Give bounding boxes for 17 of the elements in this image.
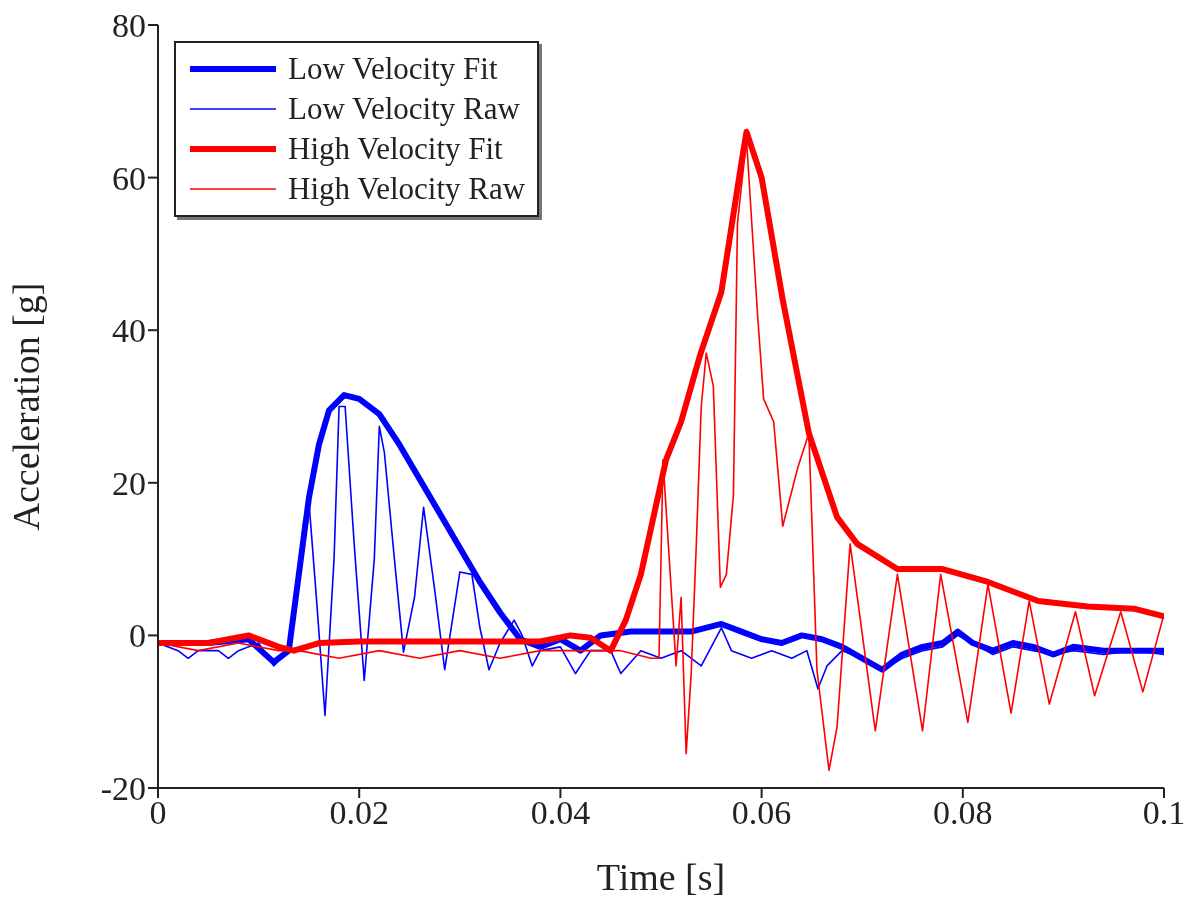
x-tick-label: 0.02 — [329, 794, 389, 832]
x-tick-label: 0.04 — [530, 794, 591, 832]
legend-label: High Velocity Raw — [288, 170, 526, 208]
y-tick-label: 20 — [112, 464, 146, 502]
x-axis-title: Time [s] — [596, 856, 726, 898]
legend-label: Low Velocity Raw — [288, 90, 520, 128]
legend-label: High Velocity Fit — [288, 130, 503, 168]
x-tick-label: 0.06 — [731, 794, 792, 832]
x-tick-label: 0.1 — [1142, 794, 1186, 832]
y-tick-label: 40 — [112, 312, 146, 350]
y-tick-label: 80 — [112, 7, 146, 45]
y-axis-title: Acceleration [g] — [5, 282, 48, 531]
y-tick-label: 0 — [129, 617, 146, 655]
y-tick-label: 60 — [112, 159, 146, 197]
legend-label: Low Velocity Fit — [288, 50, 498, 88]
x-tick-label: 0.08 — [933, 794, 993, 832]
y-tick-label: -20 — [100, 770, 146, 808]
